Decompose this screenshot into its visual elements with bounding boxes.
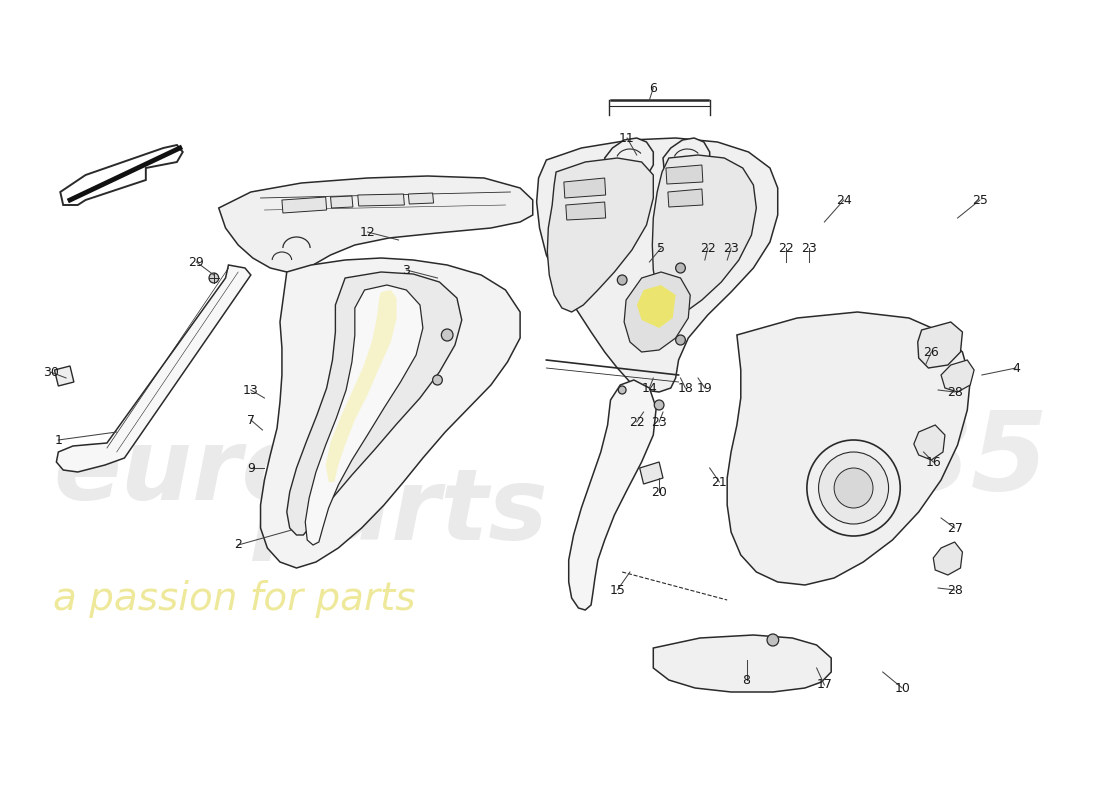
- Text: 24: 24: [836, 194, 851, 206]
- Polygon shape: [727, 312, 970, 585]
- Text: 14: 14: [641, 382, 658, 394]
- Text: 6: 6: [649, 82, 657, 94]
- Polygon shape: [537, 138, 778, 392]
- Circle shape: [675, 263, 685, 273]
- Text: 30: 30: [43, 366, 58, 378]
- Text: 1: 1: [54, 434, 63, 446]
- Text: 19: 19: [697, 382, 713, 394]
- Polygon shape: [326, 290, 397, 482]
- Text: 22: 22: [778, 242, 793, 254]
- Polygon shape: [330, 196, 353, 208]
- Text: 23: 23: [651, 415, 667, 429]
- Polygon shape: [56, 265, 251, 472]
- Polygon shape: [219, 176, 532, 272]
- Circle shape: [441, 329, 453, 341]
- Text: euro: euro: [54, 424, 310, 521]
- Text: 25: 25: [972, 194, 988, 206]
- Text: 3: 3: [403, 263, 410, 277]
- Polygon shape: [282, 197, 327, 213]
- Polygon shape: [663, 138, 710, 180]
- Text: 11: 11: [619, 131, 635, 145]
- Text: 22: 22: [700, 242, 716, 254]
- Circle shape: [818, 452, 889, 524]
- Text: 28: 28: [947, 386, 962, 398]
- Polygon shape: [637, 285, 675, 328]
- Circle shape: [618, 386, 626, 394]
- Circle shape: [767, 634, 779, 646]
- Polygon shape: [54, 366, 74, 386]
- Polygon shape: [933, 542, 962, 575]
- Text: 15: 15: [609, 583, 625, 597]
- Polygon shape: [605, 138, 653, 180]
- Circle shape: [617, 275, 627, 285]
- Text: 985: 985: [816, 406, 1048, 513]
- Text: 26: 26: [924, 346, 939, 358]
- Text: 23: 23: [801, 242, 816, 254]
- Polygon shape: [261, 258, 520, 568]
- Polygon shape: [940, 360, 975, 392]
- Text: 9: 9: [246, 462, 255, 474]
- Polygon shape: [548, 158, 653, 312]
- Text: 18: 18: [678, 382, 693, 394]
- Text: 5: 5: [657, 242, 665, 254]
- Text: a passion for parts: a passion for parts: [54, 580, 416, 618]
- Polygon shape: [564, 178, 606, 198]
- Circle shape: [807, 440, 900, 536]
- Polygon shape: [60, 145, 183, 205]
- Polygon shape: [668, 189, 703, 207]
- Polygon shape: [408, 193, 433, 204]
- Text: 2: 2: [234, 538, 242, 551]
- Polygon shape: [917, 322, 962, 368]
- Polygon shape: [666, 165, 703, 184]
- Polygon shape: [624, 272, 690, 352]
- Text: 21: 21: [712, 475, 727, 489]
- Polygon shape: [640, 462, 663, 484]
- Text: 13: 13: [243, 383, 258, 397]
- Text: 20: 20: [651, 486, 667, 498]
- Polygon shape: [306, 285, 422, 545]
- Text: 7: 7: [246, 414, 255, 426]
- Polygon shape: [565, 202, 606, 220]
- Text: 29: 29: [188, 255, 205, 269]
- Text: 28: 28: [947, 583, 962, 597]
- Circle shape: [675, 335, 685, 345]
- Text: 4: 4: [1012, 362, 1020, 374]
- Text: 8: 8: [742, 674, 750, 686]
- Text: 23: 23: [723, 242, 739, 254]
- Polygon shape: [652, 155, 757, 315]
- Circle shape: [654, 400, 664, 410]
- Text: 16: 16: [925, 455, 942, 469]
- Polygon shape: [914, 425, 945, 460]
- Text: 12: 12: [360, 226, 375, 238]
- Polygon shape: [653, 635, 832, 692]
- Text: 22: 22: [629, 415, 645, 429]
- Text: 17: 17: [816, 678, 833, 691]
- Circle shape: [834, 468, 873, 508]
- Polygon shape: [358, 194, 405, 206]
- Circle shape: [209, 273, 219, 283]
- Text: 10: 10: [894, 682, 910, 694]
- Polygon shape: [569, 380, 657, 610]
- Circle shape: [432, 375, 442, 385]
- Polygon shape: [287, 272, 462, 535]
- Text: parts: parts: [253, 464, 549, 561]
- Text: 27: 27: [947, 522, 962, 534]
